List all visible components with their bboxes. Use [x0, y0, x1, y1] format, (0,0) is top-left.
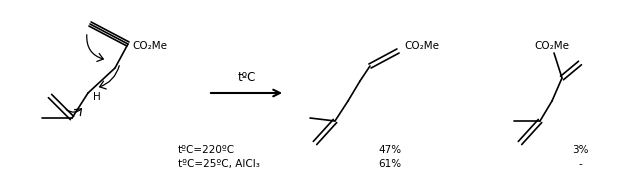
Text: CO₂Me: CO₂Me	[132, 41, 167, 51]
FancyArrowPatch shape	[99, 66, 119, 89]
FancyArrowPatch shape	[87, 35, 103, 62]
Text: 3%: 3%	[572, 145, 588, 155]
Text: CO₂Me: CO₂Me	[535, 41, 569, 51]
Text: H: H	[93, 92, 101, 102]
FancyArrowPatch shape	[66, 109, 81, 116]
Text: 47%: 47%	[378, 145, 401, 155]
Text: tºC=25ºC, AlCl₃: tºC=25ºC, AlCl₃	[178, 159, 260, 169]
Text: 61%: 61%	[378, 159, 401, 169]
Text: CO₂Me: CO₂Me	[404, 41, 439, 51]
Text: tºC=220ºC: tºC=220ºC	[178, 145, 235, 155]
Text: tºC: tºC	[237, 71, 256, 84]
Text: -: -	[578, 159, 582, 169]
